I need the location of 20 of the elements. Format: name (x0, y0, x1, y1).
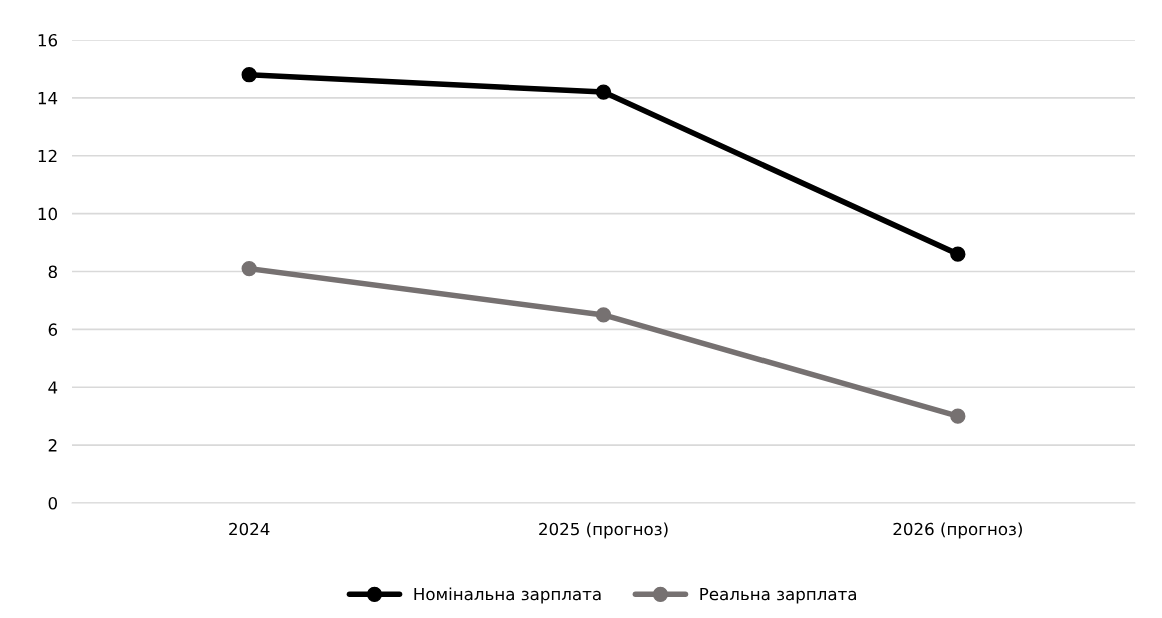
point (241, 260, 257, 277)
point (595, 307, 612, 323)
x-tick-label: 2026 (прогноз) (893, 522, 1022, 539)
y-tick-label: 4 (48, 381, 58, 394)
y-tick-label: 6 (48, 323, 58, 336)
y-tick-label: 10 (38, 207, 57, 221)
x-tick-label: 2025 (прогноз) (539, 522, 668, 539)
y-tick-label: 0 (48, 496, 57, 510)
point (950, 246, 966, 262)
y-tick-label: 14 (38, 92, 58, 105)
point (595, 84, 612, 100)
y-tick-label: 16 (38, 33, 58, 47)
legend-label: Номінальна зарплата (414, 587, 601, 604)
y-tick-label: 2 (48, 439, 57, 452)
y-tick-label: 8 (48, 265, 57, 279)
y-tick-label: 12 (38, 149, 57, 163)
x-tick-label: 2024 (229, 522, 270, 536)
point (241, 67, 257, 83)
point (950, 408, 966, 424)
legend-label: Реальна зарплата (700, 587, 856, 604)
